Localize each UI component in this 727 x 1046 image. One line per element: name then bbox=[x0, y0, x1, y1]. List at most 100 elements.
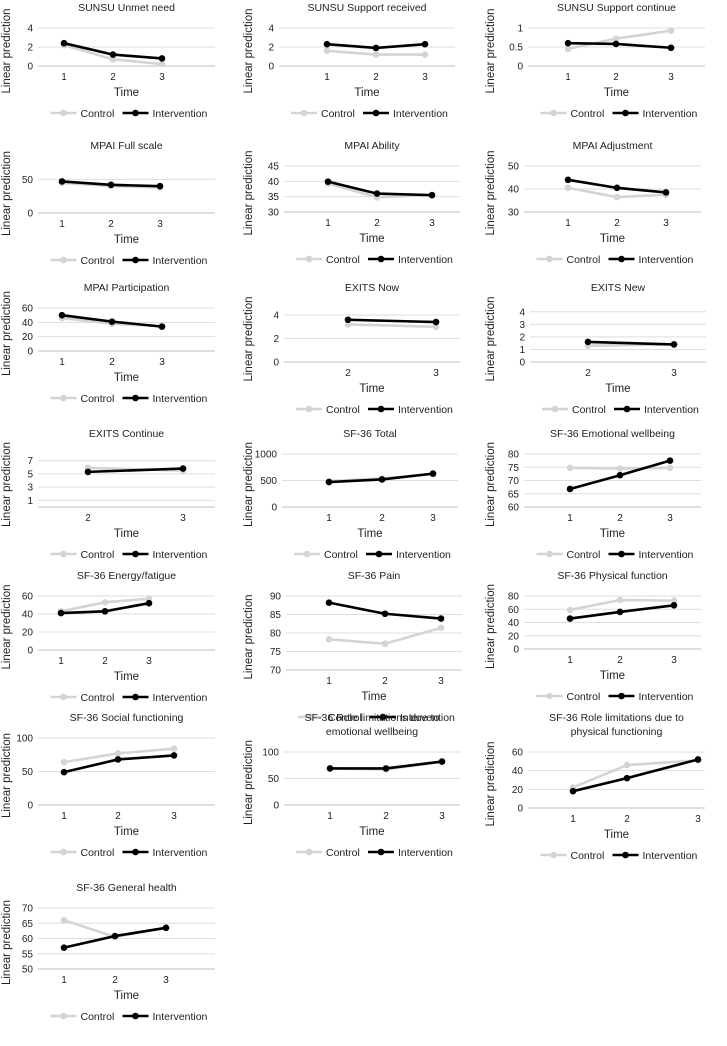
intervention-point bbox=[156, 182, 164, 190]
x-axis-title: Time bbox=[359, 233, 384, 245]
legend-intervention-label: Intervention bbox=[153, 1011, 208, 1023]
y-tick-label: 0 bbox=[513, 645, 519, 656]
y-tick-label: 0 bbox=[519, 358, 525, 369]
intervention-point bbox=[60, 944, 68, 951]
chart-title: MPAI Ability bbox=[344, 140, 400, 152]
chart-title: SUNSU Support received bbox=[307, 2, 426, 14]
intervention-point bbox=[372, 44, 380, 52]
y-tick-label: 4 bbox=[268, 24, 274, 35]
y-axis-title: Linear prediction bbox=[1, 584, 13, 669]
x-tick-label: 3 bbox=[663, 218, 669, 229]
x-tick-label: 2 bbox=[112, 975, 118, 986]
legend-intervention-label: Intervention bbox=[639, 549, 694, 561]
legend-intervention-label: Intervention bbox=[153, 847, 208, 859]
legend-intervention-marker bbox=[622, 851, 629, 859]
y-tick-label: 0 bbox=[27, 801, 33, 812]
legend-control-marker bbox=[550, 851, 557, 859]
legend-intervention-label: Intervention bbox=[400, 712, 455, 724]
chart-panel: SF-36 Pain 70 75 80 85 90 1 2 3 Time Linear predic… bbox=[243, 570, 462, 724]
x-axis-title: Time bbox=[361, 691, 386, 703]
y-tick-label: 4 bbox=[273, 311, 279, 322]
chart-title: MPAI Adjustment bbox=[573, 140, 653, 152]
y-tick-label: 2 bbox=[268, 43, 274, 54]
legend-intervention-marker bbox=[375, 550, 383, 558]
control-point bbox=[158, 60, 166, 68]
y-axis-title: Linear prediction bbox=[485, 8, 497, 93]
x-tick-label: 3 bbox=[438, 676, 444, 687]
x-tick-label: 3 bbox=[157, 219, 163, 230]
intervention-point bbox=[158, 323, 166, 330]
x-axis-title: Time bbox=[600, 233, 625, 245]
x-tick-label: 1 bbox=[565, 218, 571, 229]
x-tick-label: 2 bbox=[383, 811, 389, 822]
legend-intervention-label: Intervention bbox=[398, 254, 453, 266]
x-tick-label: 2 bbox=[382, 676, 388, 687]
intervention-point bbox=[324, 178, 332, 185]
x-axis-title: Time bbox=[605, 383, 630, 395]
x-tick-label: 1 bbox=[570, 814, 576, 825]
legend-control-label: Control bbox=[81, 108, 115, 120]
x-tick-label: 1 bbox=[567, 655, 573, 666]
intervention-point bbox=[566, 485, 574, 493]
intervention-point bbox=[566, 615, 574, 622]
chart-panel: MPAI Adjustment 30 40 50 1 2 3 Time Linear predi… bbox=[485, 140, 701, 266]
x-tick-label: 3 bbox=[671, 368, 677, 379]
intervention-point bbox=[109, 51, 117, 58]
x-tick-label: 2 bbox=[614, 218, 620, 229]
y-axis-title: Linear prediction bbox=[243, 296, 255, 381]
intervention-point bbox=[438, 758, 446, 765]
y-axis-title: Linear prediction bbox=[243, 442, 255, 527]
legend-control-marker bbox=[60, 394, 67, 402]
control-point bbox=[60, 916, 68, 924]
control-point bbox=[432, 323, 440, 331]
chart-title: SF-36 Role limitations due to bbox=[549, 712, 684, 724]
x-tick-label: 2 bbox=[102, 656, 108, 667]
control-point bbox=[323, 47, 331, 55]
y-tick-label: 20 bbox=[508, 631, 520, 642]
intervention-point bbox=[58, 311, 66, 319]
legend-control-marker bbox=[60, 256, 67, 264]
y-tick-label: 60 bbox=[22, 934, 34, 945]
y-tick-label: 75 bbox=[270, 647, 282, 658]
x-tick-label: 1 bbox=[61, 72, 67, 83]
y-tick-label: 30 bbox=[508, 208, 520, 219]
y-tick-label: 80 bbox=[508, 592, 520, 603]
x-tick-label: 3 bbox=[159, 72, 165, 83]
intervention-point bbox=[437, 615, 445, 622]
intervention-point bbox=[158, 55, 166, 62]
legend-intervention-marker bbox=[622, 109, 629, 117]
intervention-point bbox=[378, 476, 386, 483]
legend-intervention-marker bbox=[377, 255, 385, 263]
y-tick-label: 4 bbox=[519, 307, 525, 318]
legend-control-label: Control bbox=[81, 255, 115, 267]
y-tick-label: 50 bbox=[22, 767, 34, 778]
legend-intervention-label: Intervention bbox=[644, 404, 699, 416]
y-tick-label: 1000 bbox=[255, 450, 278, 461]
x-tick-label: 1 bbox=[325, 218, 331, 229]
intervention-point bbox=[114, 756, 122, 763]
chart-title: EXITS New bbox=[591, 282, 646, 294]
intervention-line bbox=[587, 340, 675, 346]
y-axis-title: Linear prediction bbox=[485, 296, 497, 381]
control-point bbox=[564, 184, 572, 192]
y-tick-label: 0 bbox=[27, 646, 33, 657]
intervention-point bbox=[564, 39, 572, 47]
intervention-point bbox=[108, 318, 116, 325]
x-tick-label: 1 bbox=[61, 975, 67, 986]
intervention-point bbox=[613, 184, 621, 192]
intervention-point bbox=[381, 610, 389, 618]
intervention-point bbox=[616, 608, 624, 616]
control-point bbox=[114, 750, 122, 757]
legend-control-label: Control bbox=[81, 1011, 115, 1023]
y-tick-label: 0.5 bbox=[509, 43, 523, 54]
intervention-point bbox=[612, 40, 620, 48]
legend-intervention-marker bbox=[132, 394, 139, 402]
x-axis-title: Time bbox=[114, 87, 139, 99]
chart-panel: SUNSU Support received 0 2 4 1 2 3 Time Linear p… bbox=[243, 2, 455, 120]
legend-control-marker bbox=[550, 109, 557, 117]
x-tick-label: 1 bbox=[59, 219, 65, 230]
legend-control-marker bbox=[60, 550, 67, 558]
y-tick-label: 90 bbox=[270, 592, 282, 603]
x-axis-title: Time bbox=[600, 670, 625, 682]
